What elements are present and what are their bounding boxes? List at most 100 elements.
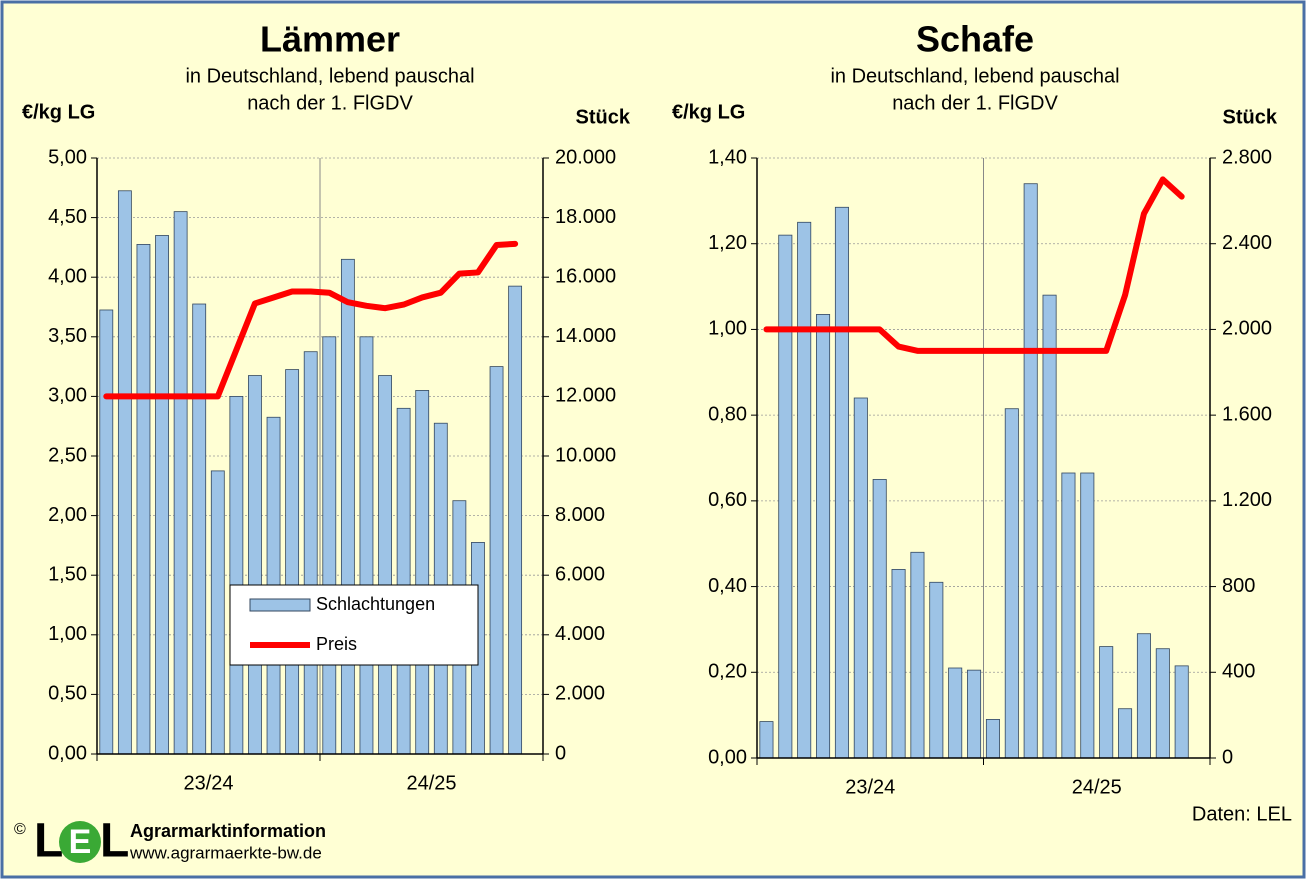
chart-title: Schafe [916,19,1034,60]
bar [967,669,982,759]
y2-tick-label: 1.600 [1222,403,1272,425]
y-tick-label: 1,00 [708,318,747,340]
bar [759,721,774,759]
y2-axis-label: Stück [576,106,631,128]
x-group-label: 23/24 [845,776,895,798]
bar [834,206,849,759]
logo-letter: E [69,823,92,861]
y2-tick-label: 6.000 [555,563,605,585]
bar [210,470,225,755]
y-tick-label: 0,80 [708,403,747,425]
y2-tick-label: 10.000 [555,444,616,466]
bar [99,309,114,755]
bar [1004,408,1019,759]
chart-subtitle: in Deutschland, lebend pauschal [185,65,474,87]
y-axis-label: €/kg LG [22,101,95,123]
y2-tick-label: 2.800 [1222,146,1272,168]
y2-tick-label: 2.000 [1222,318,1272,340]
y2-tick-label: 12.000 [555,385,616,407]
y2-tick-label: 16.000 [555,265,616,287]
y-tick-label: 1,40 [708,146,747,168]
y-tick-label: 0,60 [708,489,747,511]
y-tick-label: 1,20 [708,232,747,254]
y2-tick-label: 0 [555,742,566,764]
bar [303,351,318,755]
bar [1118,708,1133,759]
price-line [103,240,519,400]
bar [192,303,207,755]
logo-circle [59,821,101,863]
bar [778,234,793,759]
legend-swatch [249,598,311,612]
bar [322,336,337,755]
bar [285,369,300,755]
y-tick-label: 2,00 [48,504,87,526]
bar [508,285,523,755]
y2-tick-label: 2.400 [1222,232,1272,254]
bar [173,211,188,755]
bar [891,569,906,759]
y-tick-label: 0,40 [708,575,747,597]
y-tick-label: 0,20 [708,661,747,683]
org-name: Agrarmarktinformation [130,821,326,841]
bar [1136,633,1151,759]
y2-tick-label: 8.000 [555,504,605,526]
y-tick-label: 3,50 [48,325,87,347]
bar [910,551,925,759]
bar [396,407,411,755]
y2-tick-label: 800 [1222,575,1255,597]
x-group-label: 24/25 [1072,776,1122,798]
x-group-label: 23/24 [183,772,233,794]
y-tick-label: 1,00 [48,623,87,645]
y2-tick-label: 2.000 [555,683,605,705]
bar [797,221,812,759]
legend-label: Preis [316,634,357,654]
y2-tick-label: 0 [1222,746,1233,768]
y2-tick-label: 4.000 [555,623,605,645]
bar [489,366,504,755]
source: Daten: LEL [1192,803,1292,825]
chart-title: Lämmer [260,19,400,60]
copyright: © [14,821,26,838]
y-tick-label: 4,00 [48,265,87,287]
y2-tick-label: 1.200 [1222,489,1272,511]
chart-subtitle: in Deutschland, lebend pauschal [830,65,1119,87]
bar [1174,665,1189,759]
bar [248,375,262,755]
bar [816,314,831,759]
bar [1023,183,1038,759]
bar [853,397,868,759]
y-tick-label: 2,50 [48,444,87,466]
x-group-label: 24/25 [406,772,456,794]
price-line [763,176,1185,354]
y-tick-label: 1,50 [48,563,87,585]
bar [1080,472,1095,759]
bar [1155,648,1170,759]
y-tick-label: 0,00 [48,742,87,764]
y2-tick-label: 14.000 [555,325,616,347]
bar [872,479,887,759]
chart-subtitle: nach der 1. FlGDV [892,92,1058,114]
y2-tick-label: 18.000 [555,206,616,228]
bar [1061,472,1076,759]
bar [155,235,169,755]
bar [1099,646,1114,759]
y-tick-label: 5,00 [48,146,87,168]
bar [985,719,1000,759]
bar [929,581,944,759]
chart-subtitle: nach der 1. FlGDV [247,92,413,114]
y2-tick-label: 400 [1222,661,1255,683]
bar [948,667,963,759]
legend-box [229,584,479,666]
org-url: www.agrarmaerkte-bw.de [129,843,322,862]
y-axis-label: €/kg LG [672,101,745,123]
y-tick-label: 3,00 [48,385,87,407]
bar [415,390,430,755]
bar [340,258,355,755]
y-tick-label: 4,50 [48,206,87,228]
bar [378,375,392,755]
y-tick-label: 0,00 [708,746,747,768]
bar [359,336,374,755]
bar [117,190,132,755]
